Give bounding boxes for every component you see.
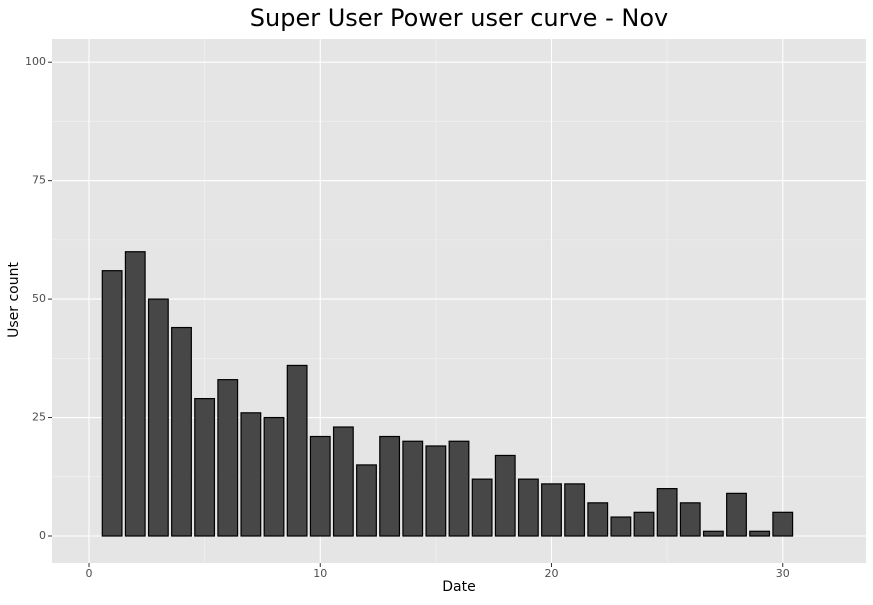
bar bbox=[610, 516, 632, 537]
bar bbox=[541, 483, 562, 537]
bar bbox=[356, 464, 377, 537]
bar bbox=[425, 445, 447, 537]
x-tick-label: 10 bbox=[313, 567, 327, 580]
y-axis-title: User count bbox=[6, 262, 22, 338]
bar bbox=[171, 326, 192, 537]
y-tick-label: 75 bbox=[32, 174, 46, 187]
y-tick-label: 25 bbox=[32, 411, 46, 424]
bar bbox=[726, 492, 747, 537]
bar bbox=[101, 270, 123, 537]
bar bbox=[564, 483, 586, 537]
bar bbox=[471, 478, 493, 537]
y-tick-label: 50 bbox=[32, 292, 46, 305]
bar bbox=[147, 298, 169, 537]
bar bbox=[448, 440, 470, 537]
x-axis-title: Date bbox=[442, 579, 475, 595]
bar bbox=[379, 435, 401, 537]
bar bbox=[124, 251, 146, 537]
bar bbox=[656, 488, 678, 537]
bar bbox=[286, 364, 308, 537]
bar bbox=[772, 511, 794, 537]
bar bbox=[332, 426, 354, 537]
y-tick-label: 100 bbox=[25, 55, 46, 68]
x-tick-label: 0 bbox=[86, 567, 93, 580]
x-tick-label: 30 bbox=[776, 567, 790, 580]
bar bbox=[402, 440, 424, 537]
bar bbox=[633, 511, 655, 537]
bar bbox=[494, 454, 516, 537]
bar bbox=[587, 502, 609, 537]
bar bbox=[263, 416, 285, 537]
bar bbox=[194, 397, 216, 537]
y-tick-label: 0 bbox=[39, 529, 46, 542]
chart-title: Super User Power user curve - Nov bbox=[250, 4, 668, 32]
bar bbox=[749, 530, 771, 537]
x-tick-label: 20 bbox=[545, 567, 559, 580]
bar bbox=[702, 530, 724, 537]
bar bbox=[240, 412, 262, 537]
bar bbox=[517, 478, 539, 537]
bars bbox=[101, 251, 794, 537]
bar bbox=[309, 435, 331, 537]
bar bbox=[679, 502, 701, 537]
bar bbox=[217, 379, 239, 537]
